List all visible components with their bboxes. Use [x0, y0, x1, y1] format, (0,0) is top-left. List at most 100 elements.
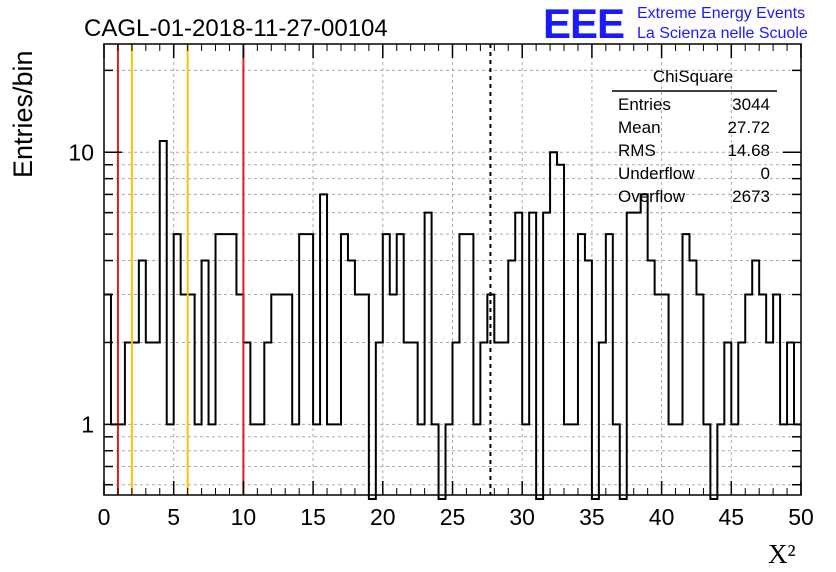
histogram-bin [557, 165, 564, 495]
histogram-bin [683, 234, 690, 495]
histogram-bin [432, 424, 439, 495]
histogram-bin [571, 424, 578, 495]
stats-mean-label: Mean [618, 118, 661, 137]
histogram-bin [578, 234, 585, 495]
histogram-bin [717, 424, 724, 495]
histogram-bin [174, 234, 181, 495]
stats-overflow-label: Overflow [618, 187, 686, 206]
histogram-bin [334, 424, 341, 495]
histogram-bin [271, 295, 278, 495]
x-tick-label: 0 [98, 504, 111, 530]
stats-box: ChiSquare Entries 3044 Mean 27.72 RMS 14… [612, 67, 777, 206]
histogram-bin [355, 295, 362, 495]
histogram-bin [508, 261, 515, 495]
histogram-bin [641, 194, 648, 495]
histogram-bin [390, 295, 397, 495]
histogram-bin [543, 213, 550, 495]
histogram-bin [731, 424, 738, 495]
stats-underflow-value: 0 [761, 164, 770, 183]
histogram-bin [494, 342, 501, 495]
histogram-bin [689, 261, 696, 495]
logo-line-2: La Scienza nelle Scuole [637, 25, 808, 42]
histogram-bin [418, 424, 425, 495]
eee-logo: EEE [543, 0, 624, 47]
histogram-bin [752, 261, 759, 495]
histogram-bin [613, 424, 620, 495]
histogram-bin [292, 424, 299, 495]
stats-entries-label: Entries [618, 95, 671, 114]
chart-title: CAGL-01-2018-11-27-00104 [84, 15, 388, 42]
histogram-bin [515, 213, 522, 495]
histogram-bin [453, 342, 460, 495]
histogram-bin [257, 424, 264, 495]
histogram-bin [787, 342, 794, 495]
histogram-bin [236, 295, 243, 495]
histogram-bin [104, 295, 111, 495]
histogram-bin [480, 342, 487, 495]
histogram-bin [473, 424, 480, 495]
histogram-bin [125, 342, 132, 495]
histogram-bin [766, 342, 773, 495]
histogram-bin [585, 261, 592, 495]
histogram-bin [188, 295, 195, 495]
histogram-bin [278, 295, 285, 495]
x-tick-label: 5 [167, 504, 180, 530]
histogram-bin [446, 424, 453, 495]
histogram-bin [669, 424, 676, 495]
histogram-bin [425, 213, 432, 495]
histogram-bin [745, 295, 752, 495]
y-tick-label: 10 [68, 139, 94, 165]
histogram-bin [466, 234, 473, 495]
histogram-bin [320, 194, 327, 495]
histogram-bin [662, 295, 669, 495]
stats-rms-value: 14.68 [727, 141, 770, 160]
x-tick-label: 40 [649, 504, 675, 530]
stats-mean-value: 27.72 [727, 118, 770, 137]
histogram-bin [599, 342, 606, 495]
histogram-bin [153, 342, 160, 495]
x-tick-label: 15 [300, 504, 326, 530]
histogram-bin [655, 295, 662, 495]
histogram-bin [209, 424, 216, 495]
histogram-bin [383, 234, 390, 495]
histogram-bin [139, 261, 146, 495]
histogram-bin [250, 424, 257, 495]
histogram-bin [724, 342, 731, 495]
histogram-bin [648, 261, 655, 495]
histogram-bin [202, 261, 209, 495]
histogram-bin [146, 342, 153, 495]
stats-title: ChiSquare [653, 67, 733, 86]
histogram-bin [411, 342, 418, 495]
x-tick-label: 30 [509, 504, 535, 530]
histogram-bin [676, 424, 683, 495]
histogram-bin [264, 342, 271, 495]
histogram-bin [313, 424, 320, 495]
histogram-bin [222, 234, 229, 495]
histogram-bin [299, 234, 306, 495]
histogram-line [104, 140, 801, 500]
x-tick-label: 35 [579, 504, 605, 530]
histogram-bin [118, 424, 125, 495]
histogram-bin [529, 213, 536, 495]
histogram-series [104, 140, 801, 500]
histogram-bin [634, 213, 641, 495]
stats-entries-value: 3044 [732, 95, 770, 114]
histogram-bin [216, 234, 223, 495]
threshold-lines [116, 44, 492, 495]
histogram-bin [522, 424, 529, 495]
histogram-bin [696, 295, 703, 495]
histogram-bin [243, 342, 250, 495]
histogram-bin [773, 295, 780, 495]
histogram-bin [132, 342, 139, 495]
x-tick-label: 50 [788, 504, 814, 530]
histogram-bin [167, 424, 174, 495]
x-tick-label: 45 [719, 504, 745, 530]
stats-overflow-value: 2673 [732, 187, 770, 206]
histogram-bin [564, 424, 571, 495]
histogram-bin [195, 424, 202, 495]
x-tick-label: 10 [231, 504, 257, 530]
x-tick-label: 20 [370, 504, 396, 530]
histogram-bin [229, 234, 236, 495]
histogram-bin [341, 234, 348, 495]
